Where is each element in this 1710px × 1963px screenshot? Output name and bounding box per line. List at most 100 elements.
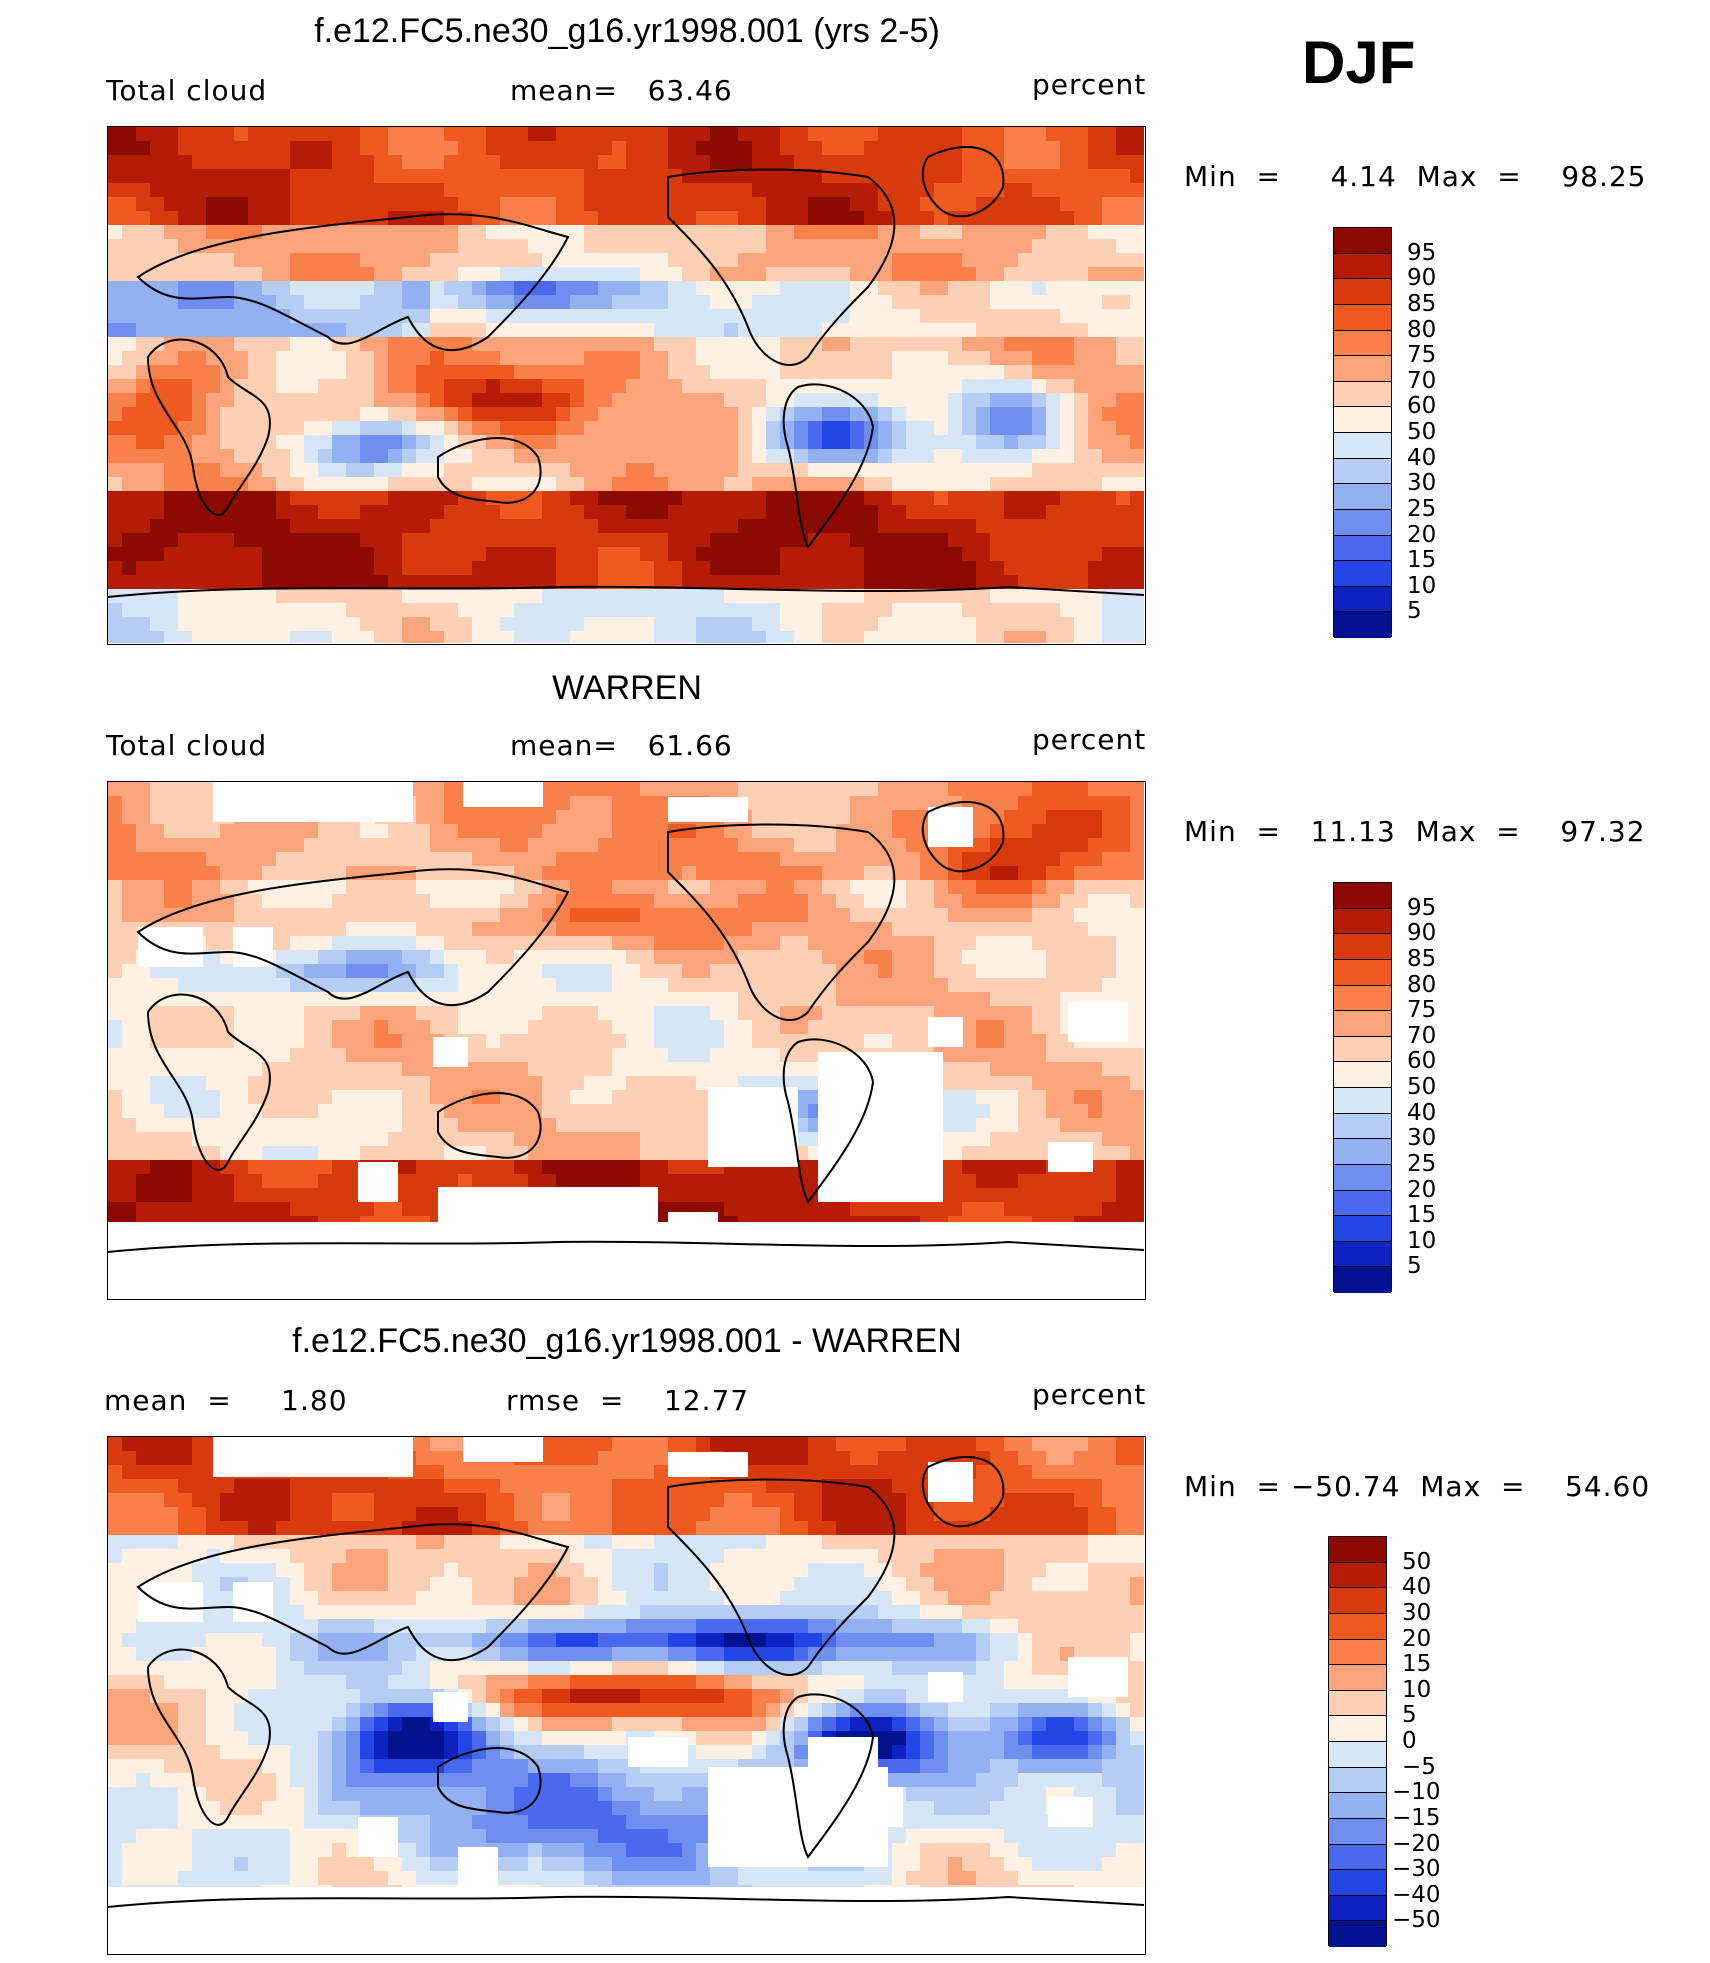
colorbar-cell — [1334, 279, 1391, 305]
colorbar-cell — [1334, 228, 1391, 254]
colorbar-cell — [1329, 1562, 1386, 1589]
colorbar-tick-label: 70 — [1407, 1022, 1437, 1049]
colorbar-tick-label: 50 — [1407, 1074, 1437, 1100]
colorbar-tick-label: 75 — [1407, 997, 1437, 1024]
panel-mean-label-obs: mean= 61.66 — [510, 729, 733, 762]
colorbar-cell — [1334, 985, 1391, 1012]
colorbar-cell — [1334, 330, 1391, 357]
colorbar-tick-label: −20 — [1392, 1830, 1441, 1857]
panel-units-label-diff: percent — [1032, 1378, 1147, 1411]
colorbar-cell — [1334, 1216, 1391, 1242]
colorbar-tick-label: 80 — [1407, 971, 1437, 998]
map-panel-obs — [107, 781, 1146, 1300]
colorbar-tick-label: −40 — [1392, 1881, 1441, 1908]
colorbar-tick-label: 40 — [1407, 444, 1437, 471]
colorbar-diff — [1328, 1536, 1387, 1947]
colorbar-cell — [1329, 1639, 1386, 1666]
minmax-label-obs: Min = 11.13 Max = 97.32 — [1184, 815, 1646, 848]
colorbar-tick-label: 90 — [1407, 920, 1437, 947]
colorbar-tick-label: 15 — [1407, 1202, 1437, 1229]
colorbar-tick-label: 10 — [1407, 1227, 1437, 1254]
panel-units-label-obs: percent — [1032, 723, 1147, 756]
colorbar-tick-label: 10 — [1407, 572, 1437, 599]
colorbar-tick-label: 90 — [1407, 265, 1437, 292]
colorbar-cell — [1334, 458, 1391, 485]
colorbar-tick-label: 15 — [1402, 1651, 1432, 1678]
colorbar-cell — [1334, 356, 1391, 382]
colorbar-cell — [1329, 1818, 1386, 1845]
colorbar-cell — [1329, 1537, 1386, 1563]
colorbar-cell — [1334, 433, 1391, 459]
colorbar-tick-label: 75 — [1407, 342, 1437, 369]
colorbar-tick-label: 40 — [1407, 1099, 1437, 1126]
panel-left-label-obs: Total cloud — [106, 729, 268, 762]
colorbar-tick-label: 50 — [1407, 419, 1437, 445]
colorbar-tick-label: 60 — [1407, 1048, 1437, 1075]
colorbar-cell — [1334, 1036, 1391, 1063]
colorbar-obs — [1333, 882, 1392, 1293]
colorbar-cell — [1329, 1690, 1386, 1717]
colorbar-cell — [1334, 883, 1391, 909]
colorbar-tick-label: 30 — [1407, 1125, 1437, 1152]
colorbar-cell — [1329, 1921, 1386, 1947]
panel-rmse-label-diff: rmse = 12.77 — [506, 1384, 750, 1417]
colorbar-cell — [1334, 484, 1391, 510]
colorbar-tick-label: 70 — [1407, 367, 1437, 394]
colorbar-cell — [1329, 1767, 1386, 1794]
colorbar-tick-label: 40 — [1402, 1574, 1432, 1601]
colorbar-cell — [1334, 586, 1391, 613]
colorbar-tick-label: 95 — [1407, 894, 1437, 921]
colorbar-tick-label: 5 — [1402, 1702, 1417, 1729]
map-panel-model — [107, 126, 1146, 645]
minmax-label-diff: Min = −50.74 Max = 54.60 — [1184, 1470, 1651, 1503]
colorbar-cell — [1334, 1139, 1391, 1165]
panel-left-label-model: Total cloud — [106, 74, 268, 107]
colorbar-tick-label: 0 — [1402, 1728, 1417, 1754]
colorbar-tick-label: 85 — [1407, 290, 1437, 317]
colorbar-tick-label: 95 — [1407, 239, 1437, 266]
colorbar-tick-label: 25 — [1407, 495, 1437, 522]
colorbar-model — [1333, 227, 1392, 638]
colorbar-cell — [1334, 1267, 1391, 1293]
colorbar-tick-label: 30 — [1402, 1599, 1432, 1626]
colorbar-tick-label: 20 — [1407, 1176, 1437, 1203]
colorbar-cell — [1334, 1113, 1391, 1140]
colorbar-tick-label: 20 — [1407, 521, 1437, 548]
colorbar-tick-label: −15 — [1392, 1804, 1441, 1831]
colorbar-cell — [1334, 908, 1391, 935]
colorbar-cell — [1334, 535, 1391, 562]
colorbar-cell — [1329, 1793, 1386, 1819]
colorbar-tick-label: 10 — [1402, 1676, 1432, 1703]
colorbar-cell — [1334, 561, 1391, 587]
colorbar-tick-label: −30 — [1392, 1856, 1441, 1883]
map-panel-diff — [107, 1436, 1146, 1955]
colorbar-tick-label: 15 — [1407, 547, 1437, 574]
colorbar-tick-label: 30 — [1407, 470, 1437, 497]
colorbar-tick-label: 25 — [1407, 1150, 1437, 1177]
panel-title-diff: f.e12.FC5.ne30_g16.yr1998.001 - WARREN — [292, 1322, 962, 1360]
colorbar-cell — [1334, 381, 1391, 408]
colorbar-tick-label: −5 — [1402, 1753, 1436, 1780]
panel-mean-label-model: mean= 63.46 — [510, 74, 733, 107]
colorbar-cell — [1329, 1742, 1386, 1768]
colorbar-cell — [1334, 407, 1391, 433]
colorbar-tick-label: 60 — [1407, 393, 1437, 420]
colorbar-cell — [1334, 253, 1391, 280]
colorbar-cell — [1334, 1088, 1391, 1114]
colorbar-cell — [1334, 959, 1391, 986]
colorbar-cell — [1329, 1895, 1386, 1922]
season-label: DJF — [1302, 29, 1416, 96]
colorbar-cell — [1329, 1665, 1386, 1691]
colorbar-cell — [1329, 1588, 1386, 1614]
colorbar-cell — [1334, 509, 1391, 536]
colorbar-cell — [1334, 1190, 1391, 1217]
colorbar-cell — [1334, 1011, 1391, 1037]
panel-title-obs: WARREN — [552, 669, 702, 707]
colorbar-tick-label: 5 — [1407, 1253, 1422, 1280]
panel-units-label-model: percent — [1032, 68, 1147, 101]
colorbar-cell — [1329, 1613, 1386, 1640]
colorbar-tick-label: −50 — [1392, 1907, 1441, 1934]
colorbar-tick-label: 85 — [1407, 945, 1437, 972]
panel-mean-label-diff: mean = 1.80 — [104, 1384, 348, 1417]
colorbar-cell — [1329, 1844, 1386, 1871]
